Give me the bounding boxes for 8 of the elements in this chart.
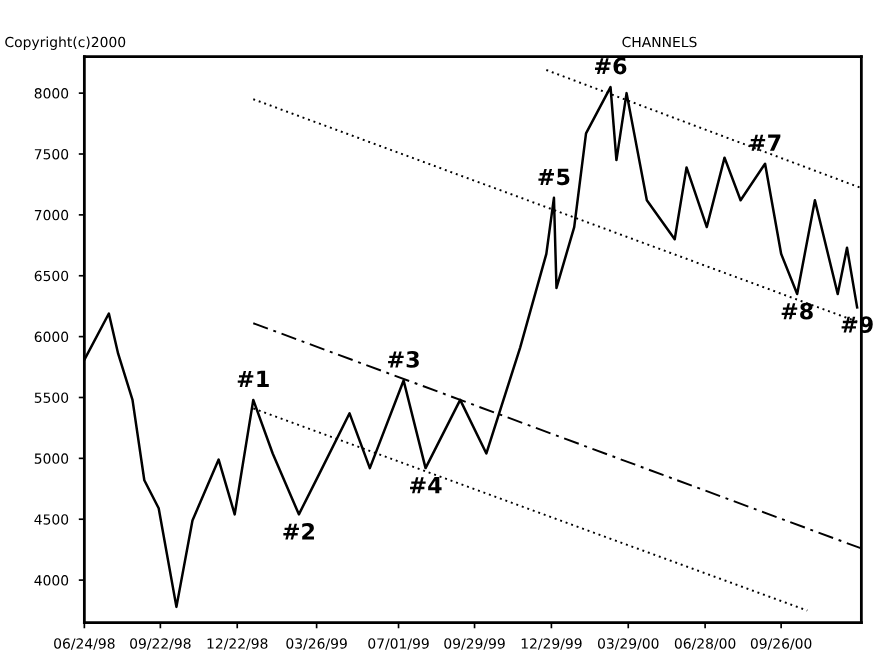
annotation: #2 bbox=[283, 523, 314, 540]
annotation: #6 bbox=[594, 57, 627, 75]
annotation: #3 bbox=[388, 351, 419, 368]
annotation: #5 bbox=[538, 168, 570, 186]
annotation: #8 bbox=[781, 302, 813, 320]
annotation: #4 bbox=[410, 477, 442, 494]
annotation: #7 bbox=[749, 134, 781, 151]
annotation: #1 bbox=[237, 370, 269, 387]
